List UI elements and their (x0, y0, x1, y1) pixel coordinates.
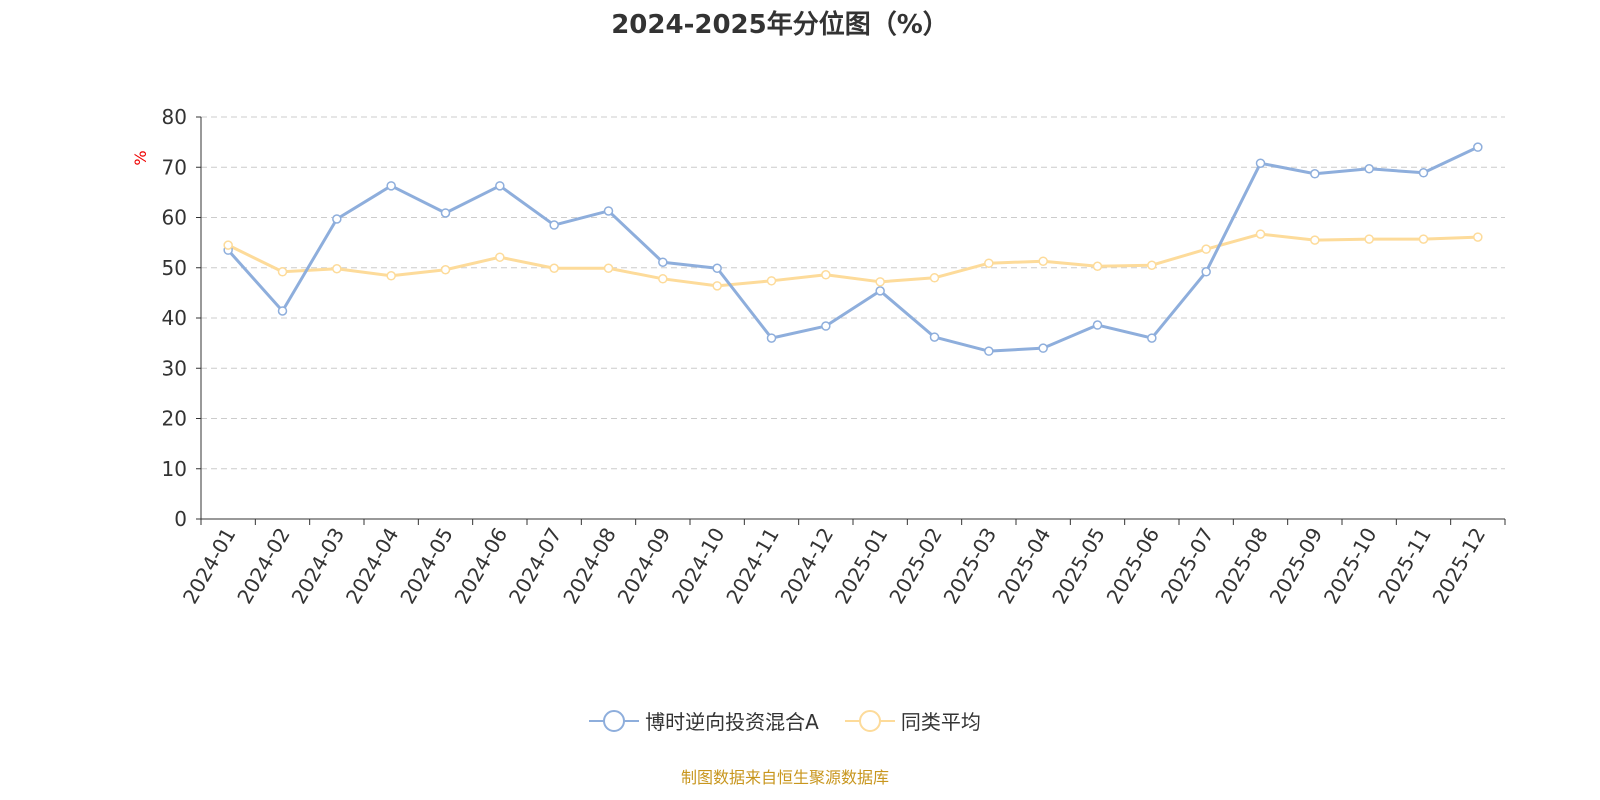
data-point (712, 263, 722, 274)
legend-label: 同类平均 (900, 710, 981, 734)
y-tick-label: 80 (162, 105, 187, 129)
x-tick-label: 2024-06 (450, 524, 513, 608)
data-point (875, 286, 885, 296)
x-tick-label: 2025-02 (884, 524, 947, 608)
y-tick-label: 20 (162, 407, 187, 431)
data-point (332, 214, 342, 224)
x-tick-label: 2025-05 (1047, 524, 1110, 608)
x-tick-label: 2025-08 (1210, 524, 1273, 608)
data-point (440, 208, 451, 218)
data-point (1147, 260, 1157, 270)
data-point (875, 277, 885, 287)
data-point (1092, 261, 1103, 271)
x-tick-label: 2024-05 (395, 524, 458, 608)
data-point (386, 181, 396, 191)
x-tick-label: 2024-09 (613, 524, 676, 608)
x-tick-label: 2025-12 (1428, 524, 1491, 608)
data-point (495, 181, 505, 191)
data-point (223, 240, 233, 250)
x-tick-label: 2024-03 (287, 524, 350, 608)
data-point (1201, 244, 1211, 254)
x-tick-label: 2025-01 (830, 524, 893, 608)
data-point (1092, 320, 1103, 330)
data-point (821, 270, 831, 280)
y-tick-label: 0 (174, 507, 187, 531)
x-tick-label: 2024-12 (776, 524, 839, 608)
x-tick-label: 2025-11 (1373, 524, 1436, 608)
x-tick-label: 2024-01 (178, 524, 241, 608)
y-tick-label: 50 (162, 256, 187, 280)
data-point (1201, 267, 1211, 277)
data-point (1418, 234, 1429, 244)
data-point (929, 332, 940, 342)
data-point (1364, 234, 1374, 244)
y-tick-label: 60 (162, 206, 187, 230)
data-point (386, 271, 396, 281)
x-tick-label: 2025-04 (993, 524, 1056, 608)
data-point (549, 220, 559, 230)
data-point (658, 257, 668, 267)
x-tick-label: 2024-04 (341, 524, 404, 608)
data-point (277, 267, 288, 277)
x-tick-label: 2025-06 (1102, 524, 1165, 608)
data-point (1038, 343, 1048, 353)
data-point (1147, 333, 1157, 343)
data-point (1473, 232, 1483, 242)
data-point (332, 264, 342, 274)
legend-item[interactable]: 同类平均 (844, 706, 981, 735)
data-point (658, 274, 668, 284)
x-tick-label: 2024-07 (504, 524, 567, 608)
data-point (495, 252, 505, 262)
data-point (1418, 168, 1429, 178)
x-tick-label: 2025-07 (1156, 524, 1219, 608)
data-point (1310, 169, 1320, 179)
y-tick-label: 10 (162, 457, 187, 481)
data-point (1364, 164, 1374, 174)
data-point (1255, 158, 1266, 168)
data-point (549, 263, 559, 274)
y-axis-label: % (131, 150, 150, 165)
data-point (603, 206, 614, 216)
data-point (1310, 235, 1320, 245)
x-tick-label: 2025-03 (939, 523, 1002, 607)
series-line (227, 145, 1479, 353)
data-point (929, 273, 940, 283)
source-note: 制图数据来自恒生聚源数据库 (680, 768, 889, 787)
data-point (1473, 142, 1483, 152)
legend-marker-icon (844, 709, 895, 732)
data-point (277, 306, 288, 316)
legend: 博时逆向投资混合A 同类平均 (0, 706, 1570, 735)
data-point (984, 258, 994, 268)
data-point (766, 276, 777, 286)
data-point (712, 281, 722, 291)
legend-label: 博时逆向投资混合A (645, 710, 819, 734)
x-tick-label: 2024-11 (721, 524, 784, 608)
y-tick-label: 30 (162, 356, 187, 380)
chart-title: 2024-2025年分位图（%） (611, 10, 949, 40)
data-point (821, 321, 831, 331)
series-line (227, 232, 1478, 288)
data-point (1038, 256, 1048, 266)
y-tick-label: 70 (162, 155, 187, 179)
data-point (1255, 229, 1266, 239)
data-point (984, 346, 994, 356)
legend-item[interactable]: 博时逆向投资混合A (589, 706, 819, 735)
x-tick-label: 2024-10 (667, 524, 730, 608)
legend-marker-icon (589, 709, 640, 732)
x-tick-label: 2025-10 (1319, 524, 1382, 608)
x-tick-label: 2024-02 (232, 524, 295, 608)
data-point (603, 263, 614, 274)
data-point (766, 333, 777, 343)
x-tick-label: 2024-08 (558, 524, 621, 608)
y-tick-label: 40 (162, 306, 187, 330)
data-point (440, 265, 451, 275)
x-tick-label: 2025-09 (1265, 524, 1328, 608)
